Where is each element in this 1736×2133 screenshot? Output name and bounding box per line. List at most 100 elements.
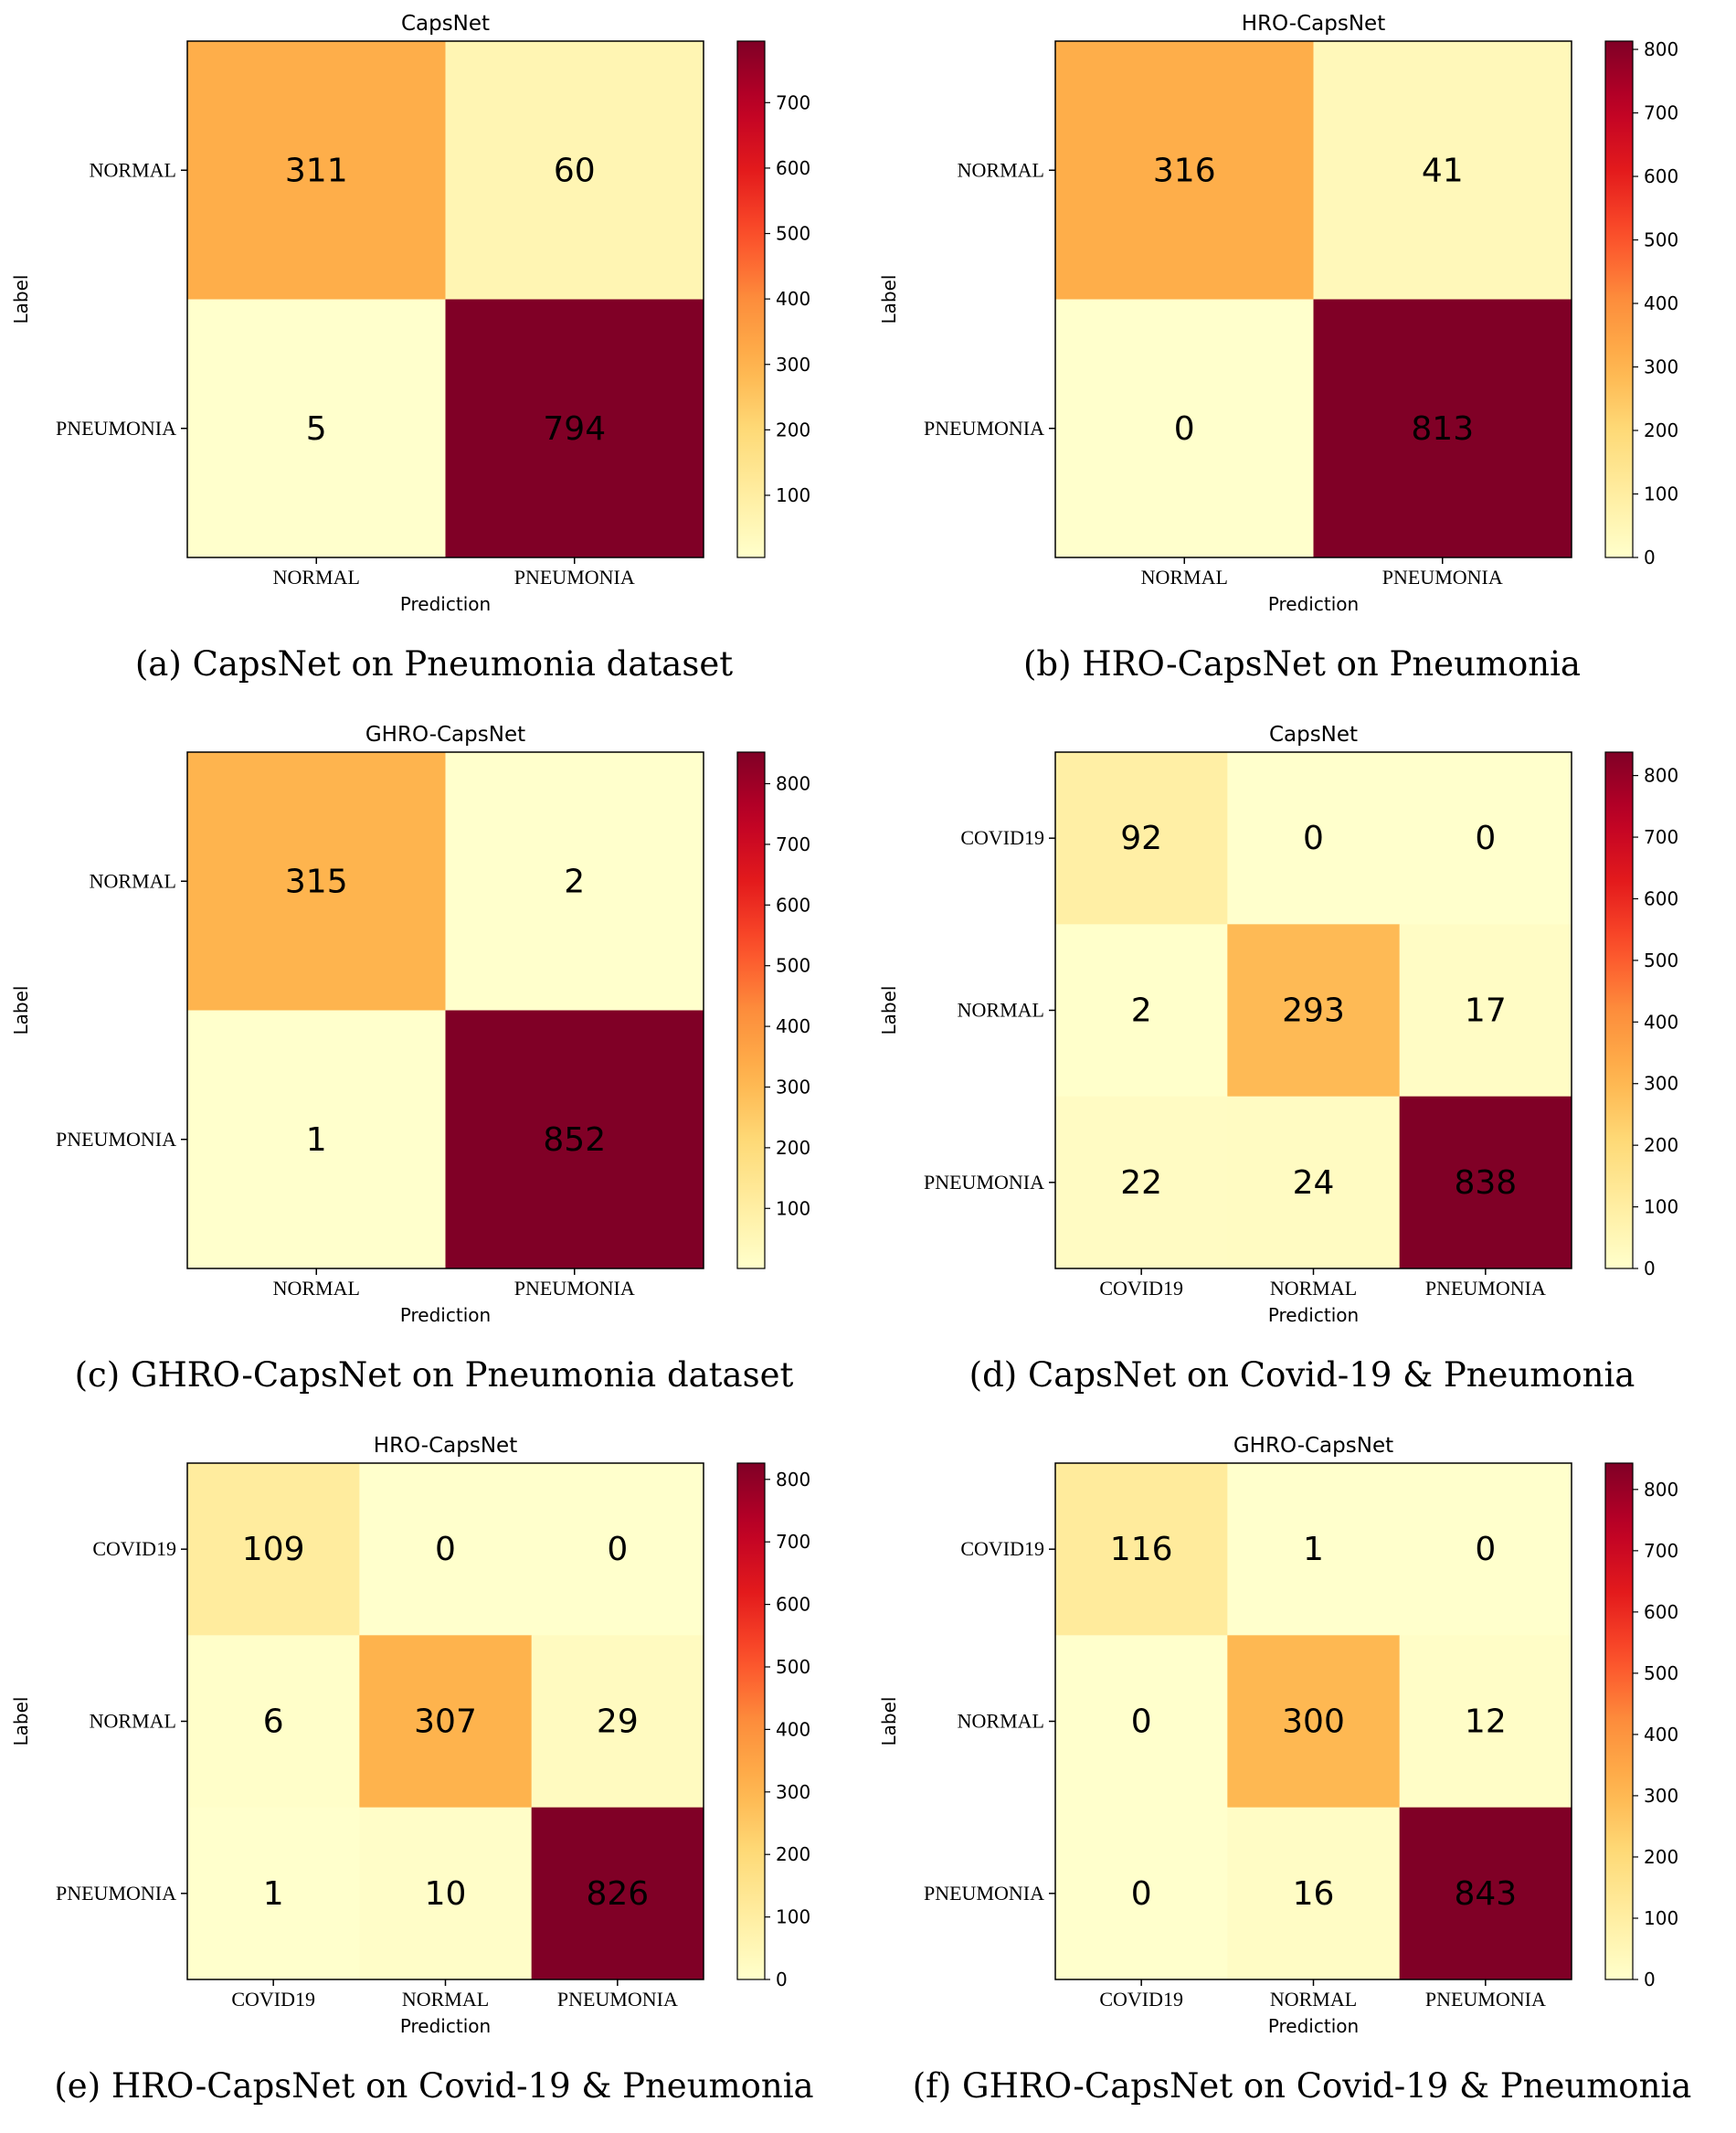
y-tick-label: COVID19 — [960, 826, 1044, 849]
caption-a: (a) CapsNet on Pneumonia dataset — [134, 644, 734, 684]
colorbar-tick-label: 300 — [776, 1076, 810, 1098]
cell-value-0-1: 1 — [1303, 1531, 1324, 1568]
cell-value-1-0: 0 — [1131, 1703, 1152, 1741]
colorbar-tick-label: 500 — [1644, 1662, 1678, 1684]
colorbar-tick-label: 300 — [1644, 356, 1678, 378]
cell-value-2-1: 16 — [1293, 1875, 1335, 1913]
x-tick-label: PNEUMONIA — [514, 566, 635, 589]
cell-0-1 — [1313, 41, 1572, 300]
y-tick-label: PNEUMONIA — [924, 1171, 1044, 1194]
colorbar-tick-label: 500 — [776, 955, 810, 977]
cell-1-0 — [187, 1010, 446, 1269]
colorbar-tick-label: 400 — [1644, 292, 1678, 314]
chart-title: HRO-CapsNet — [374, 1434, 517, 1458]
cell-value-1-1: 794 — [543, 410, 606, 448]
cell-0-1 — [1227, 1463, 1401, 1636]
x-tick-label: NORMAL — [273, 566, 360, 589]
colorbar-tick-label: 600 — [776, 1594, 810, 1616]
x-tick-label: COVID19 — [231, 1988, 315, 2011]
chart-title: CapsNet — [1269, 723, 1358, 747]
cell-value-1-2: 12 — [1465, 1703, 1507, 1741]
panel-f: GHRO-CapsNet 116 1 0 0 300 12 0 16 843 COVID19 NORM… — [868, 1422, 1736, 2133]
panel-a: CapsNet 311 60 5 794 NORMAL PNEUMONIA NORMAL PNE… — [0, 0, 868, 711]
colorbar — [736, 1462, 766, 1980]
cell-0-2 — [1399, 1463, 1572, 1636]
colorbar-tick-label: 700 — [776, 1531, 810, 1553]
x-axis-label: Prediction — [1268, 2015, 1359, 2037]
chart-title: HRO-CapsNet — [1242, 12, 1385, 36]
colorbar — [736, 751, 766, 1269]
colorbar-tick-label: 300 — [776, 1781, 810, 1803]
heatmap-chart-d: CapsNet 92 0 0 2 293 17 22 24 838 COVID19 NORMAL PNE… — [878, 723, 1678, 1326]
colorbar-tick-label: 400 — [776, 1015, 810, 1037]
y-tick-label: NORMAL — [958, 158, 1044, 181]
panel-c: GHRO-CapsNet 315 2 1 852 NORMAL PNEUMONIA NORMA… — [0, 711, 868, 1422]
cell-0-0 — [187, 752, 446, 1011]
colorbar-tick-label: 300 — [1644, 1073, 1678, 1095]
x-tick-label: PNEUMONIA — [557, 1988, 678, 2011]
colorbar-tick-label: 500 — [1644, 950, 1678, 971]
cell-1-2 — [1399, 924, 1572, 1098]
cell-value-2-0: 0 — [1131, 1875, 1152, 1913]
cell-value-2-0: 22 — [1120, 1164, 1162, 1202]
cell-2-1 — [1227, 1096, 1401, 1269]
cell-2-0 — [1055, 1096, 1228, 1269]
x-axis-label: Prediction — [1268, 593, 1359, 615]
colorbar-tick-label: 0 — [1644, 547, 1656, 568]
x-axis-label: Prediction — [400, 593, 491, 615]
caption-f: (f) GHRO-CapsNet on Covid-19 & Pneumonia — [912, 2066, 1692, 2106]
colorbar-tick-label: 200 — [1644, 1134, 1678, 1156]
heatmap-chart-c: GHRO-CapsNet 315 2 1 852 NORMAL PNEUMONIA NORMA… — [10, 723, 810, 1326]
cell-1-0 — [187, 1635, 360, 1809]
y-tick-label: PNEUMONIA — [924, 1882, 1044, 1905]
colorbar-tick-label: 200 — [1644, 419, 1678, 441]
colorbar-tick-label: 600 — [776, 894, 810, 916]
y-tick-label: NORMAL — [90, 1710, 176, 1733]
colorbar-tick-label: 800 — [776, 1469, 810, 1491]
colorbar-tick-label: 0 — [1644, 1969, 1656, 1990]
cell-1-0 — [187, 299, 446, 558]
colorbar-tick-label: 400 — [1644, 1011, 1678, 1033]
cell-value-1-0: 2 — [1131, 992, 1152, 1030]
cell-value-2-1: 10 — [425, 1875, 467, 1913]
colorbar-tick-label: 700 — [1644, 1540, 1678, 1562]
cell-value-0-2: 0 — [1475, 820, 1496, 857]
colorbar — [1604, 751, 1634, 1269]
colorbar-tick-label: 100 — [776, 484, 810, 506]
cell-value-0-1: 2 — [564, 863, 585, 900]
cell-value-0-0: 92 — [1120, 820, 1162, 857]
colorbar-tick-label: 0 — [1644, 1258, 1656, 1279]
heatmap-chart-e: HRO-CapsNet 109 0 0 6 307 29 1 10 826 COVID19 NORMA… — [10, 1434, 810, 2037]
colorbar-tick-label: 200 — [776, 1843, 810, 1865]
cell-0-2 — [1399, 752, 1572, 925]
y-axis-label: Label — [878, 1697, 900, 1746]
cell-value-1-2: 17 — [1465, 992, 1507, 1030]
colorbar-tick-label: 700 — [1644, 826, 1678, 848]
y-axis-label: Label — [878, 986, 900, 1035]
cell-2-1 — [359, 1807, 533, 1980]
cell-1-0 — [1055, 1635, 1228, 1809]
cell-value-0-1: 60 — [554, 152, 596, 189]
cell-value-1-1: 307 — [414, 1703, 477, 1741]
cell-1-0 — [1055, 299, 1314, 558]
x-tick-label: PNEUMONIA — [1425, 1277, 1546, 1300]
colorbar-tick-label: 700 — [1644, 102, 1678, 124]
colorbar-tick-label: 100 — [776, 1197, 810, 1219]
cell-1-1 — [445, 299, 704, 558]
x-tick-label: NORMAL — [1270, 1277, 1357, 1300]
y-axis-label: Label — [10, 986, 32, 1035]
cell-value-1-1: 300 — [1282, 1703, 1345, 1741]
cell-value-1-2: 29 — [597, 1703, 639, 1741]
y-axis-label: Label — [10, 1697, 32, 1746]
plot-frame — [1054, 40, 1572, 558]
cell-2-1 — [1227, 1807, 1401, 1980]
colorbar — [1604, 40, 1634, 558]
cell-0-0 — [187, 1463, 360, 1636]
cell-0-0 — [1055, 1463, 1228, 1636]
cell-value-1-1: 852 — [543, 1121, 606, 1159]
colorbar-tick-label: 100 — [1644, 1196, 1678, 1218]
cell-2-0 — [187, 1807, 360, 1980]
x-tick-label: PNEUMONIA — [514, 1277, 635, 1300]
x-tick-label: NORMAL — [1141, 566, 1228, 589]
chart-title: CapsNet — [401, 12, 490, 36]
